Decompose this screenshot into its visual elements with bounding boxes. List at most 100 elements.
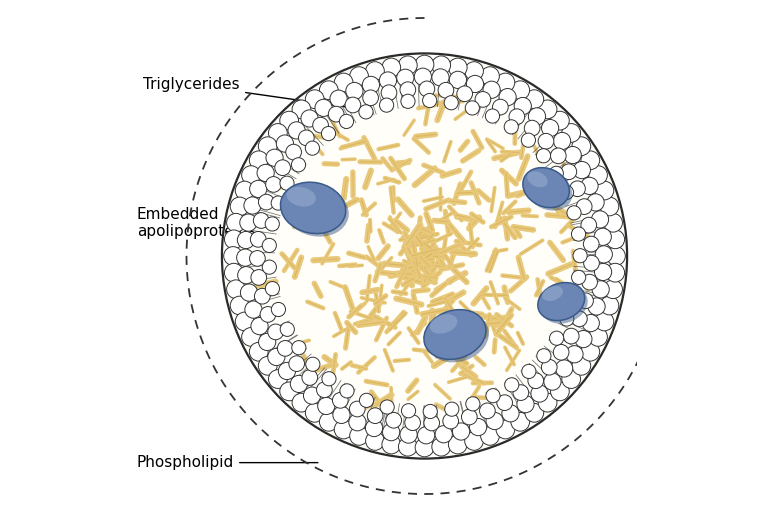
Circle shape xyxy=(315,99,333,116)
Circle shape xyxy=(550,331,564,345)
Circle shape xyxy=(571,311,588,327)
Circle shape xyxy=(291,158,306,172)
Circle shape xyxy=(514,97,531,115)
Circle shape xyxy=(443,413,458,429)
Circle shape xyxy=(544,373,561,390)
Circle shape xyxy=(339,114,353,129)
Circle shape xyxy=(349,414,366,431)
Circle shape xyxy=(600,197,619,216)
Circle shape xyxy=(499,89,516,106)
Circle shape xyxy=(511,81,530,99)
Text: Embedded
apolipoproteins: Embedded apolipoproteins xyxy=(137,207,273,239)
Circle shape xyxy=(571,227,586,241)
Circle shape xyxy=(359,393,373,408)
Circle shape xyxy=(505,378,519,392)
Circle shape xyxy=(402,403,415,418)
Circle shape xyxy=(223,247,243,265)
Circle shape xyxy=(486,412,503,430)
Circle shape xyxy=(240,214,257,231)
Circle shape xyxy=(578,293,594,309)
Circle shape xyxy=(380,400,394,414)
Ellipse shape xyxy=(541,286,588,324)
Text: Triglycerides: Triglycerides xyxy=(144,77,359,109)
Circle shape xyxy=(481,67,499,86)
Circle shape xyxy=(449,435,467,454)
Circle shape xyxy=(486,389,500,403)
Circle shape xyxy=(588,328,607,346)
Circle shape xyxy=(531,385,548,402)
Circle shape xyxy=(242,166,260,184)
Circle shape xyxy=(604,214,622,232)
Circle shape xyxy=(564,328,579,344)
Circle shape xyxy=(591,211,608,228)
Circle shape xyxy=(538,134,554,149)
Circle shape xyxy=(277,340,293,356)
Circle shape xyxy=(292,393,311,412)
Circle shape xyxy=(581,274,598,290)
Circle shape xyxy=(449,71,466,89)
Circle shape xyxy=(561,164,577,180)
Circle shape xyxy=(227,214,245,232)
Circle shape xyxy=(594,263,611,281)
Circle shape xyxy=(572,137,591,156)
Circle shape xyxy=(265,282,280,296)
Circle shape xyxy=(359,105,373,119)
Circle shape xyxy=(386,412,402,428)
Circle shape xyxy=(306,141,319,155)
Circle shape xyxy=(251,270,266,285)
Circle shape xyxy=(306,357,320,371)
Circle shape xyxy=(432,69,449,86)
Circle shape xyxy=(521,365,536,378)
Circle shape xyxy=(538,100,557,119)
Circle shape xyxy=(262,239,276,252)
Circle shape xyxy=(313,117,329,133)
Circle shape xyxy=(521,133,535,147)
Circle shape xyxy=(224,263,243,282)
Circle shape xyxy=(492,99,508,115)
Circle shape xyxy=(432,437,451,456)
Circle shape xyxy=(414,68,432,86)
Circle shape xyxy=(445,402,459,416)
Circle shape xyxy=(549,166,564,180)
Circle shape xyxy=(397,69,414,87)
Circle shape xyxy=(483,81,500,98)
Circle shape xyxy=(528,108,545,125)
Circle shape xyxy=(259,194,274,210)
Ellipse shape xyxy=(280,182,346,233)
Circle shape xyxy=(541,359,557,375)
Circle shape xyxy=(573,161,591,179)
Circle shape xyxy=(224,230,243,249)
Circle shape xyxy=(301,110,318,127)
Circle shape xyxy=(306,403,324,422)
Circle shape xyxy=(566,346,583,363)
Circle shape xyxy=(555,360,573,377)
Circle shape xyxy=(581,177,598,195)
Circle shape xyxy=(465,101,479,115)
Circle shape xyxy=(564,146,581,164)
Circle shape xyxy=(330,90,347,108)
Circle shape xyxy=(465,397,480,411)
Circle shape xyxy=(525,90,544,109)
Circle shape xyxy=(345,97,361,113)
Circle shape xyxy=(562,370,581,389)
Circle shape xyxy=(278,362,296,379)
Circle shape xyxy=(502,404,519,422)
Circle shape xyxy=(259,333,276,351)
Circle shape xyxy=(366,62,384,80)
Circle shape xyxy=(230,296,249,315)
Circle shape xyxy=(481,426,499,445)
Circle shape xyxy=(496,420,515,439)
Circle shape xyxy=(346,82,363,100)
Circle shape xyxy=(362,76,379,94)
Circle shape xyxy=(322,126,336,141)
Circle shape xyxy=(240,284,257,301)
Circle shape xyxy=(423,404,437,419)
Circle shape xyxy=(497,395,512,411)
Circle shape xyxy=(465,432,483,450)
Circle shape xyxy=(250,343,268,361)
Circle shape xyxy=(235,312,254,331)
Circle shape xyxy=(328,106,344,122)
Circle shape xyxy=(511,413,530,431)
Circle shape xyxy=(366,432,384,450)
Circle shape xyxy=(288,122,305,139)
